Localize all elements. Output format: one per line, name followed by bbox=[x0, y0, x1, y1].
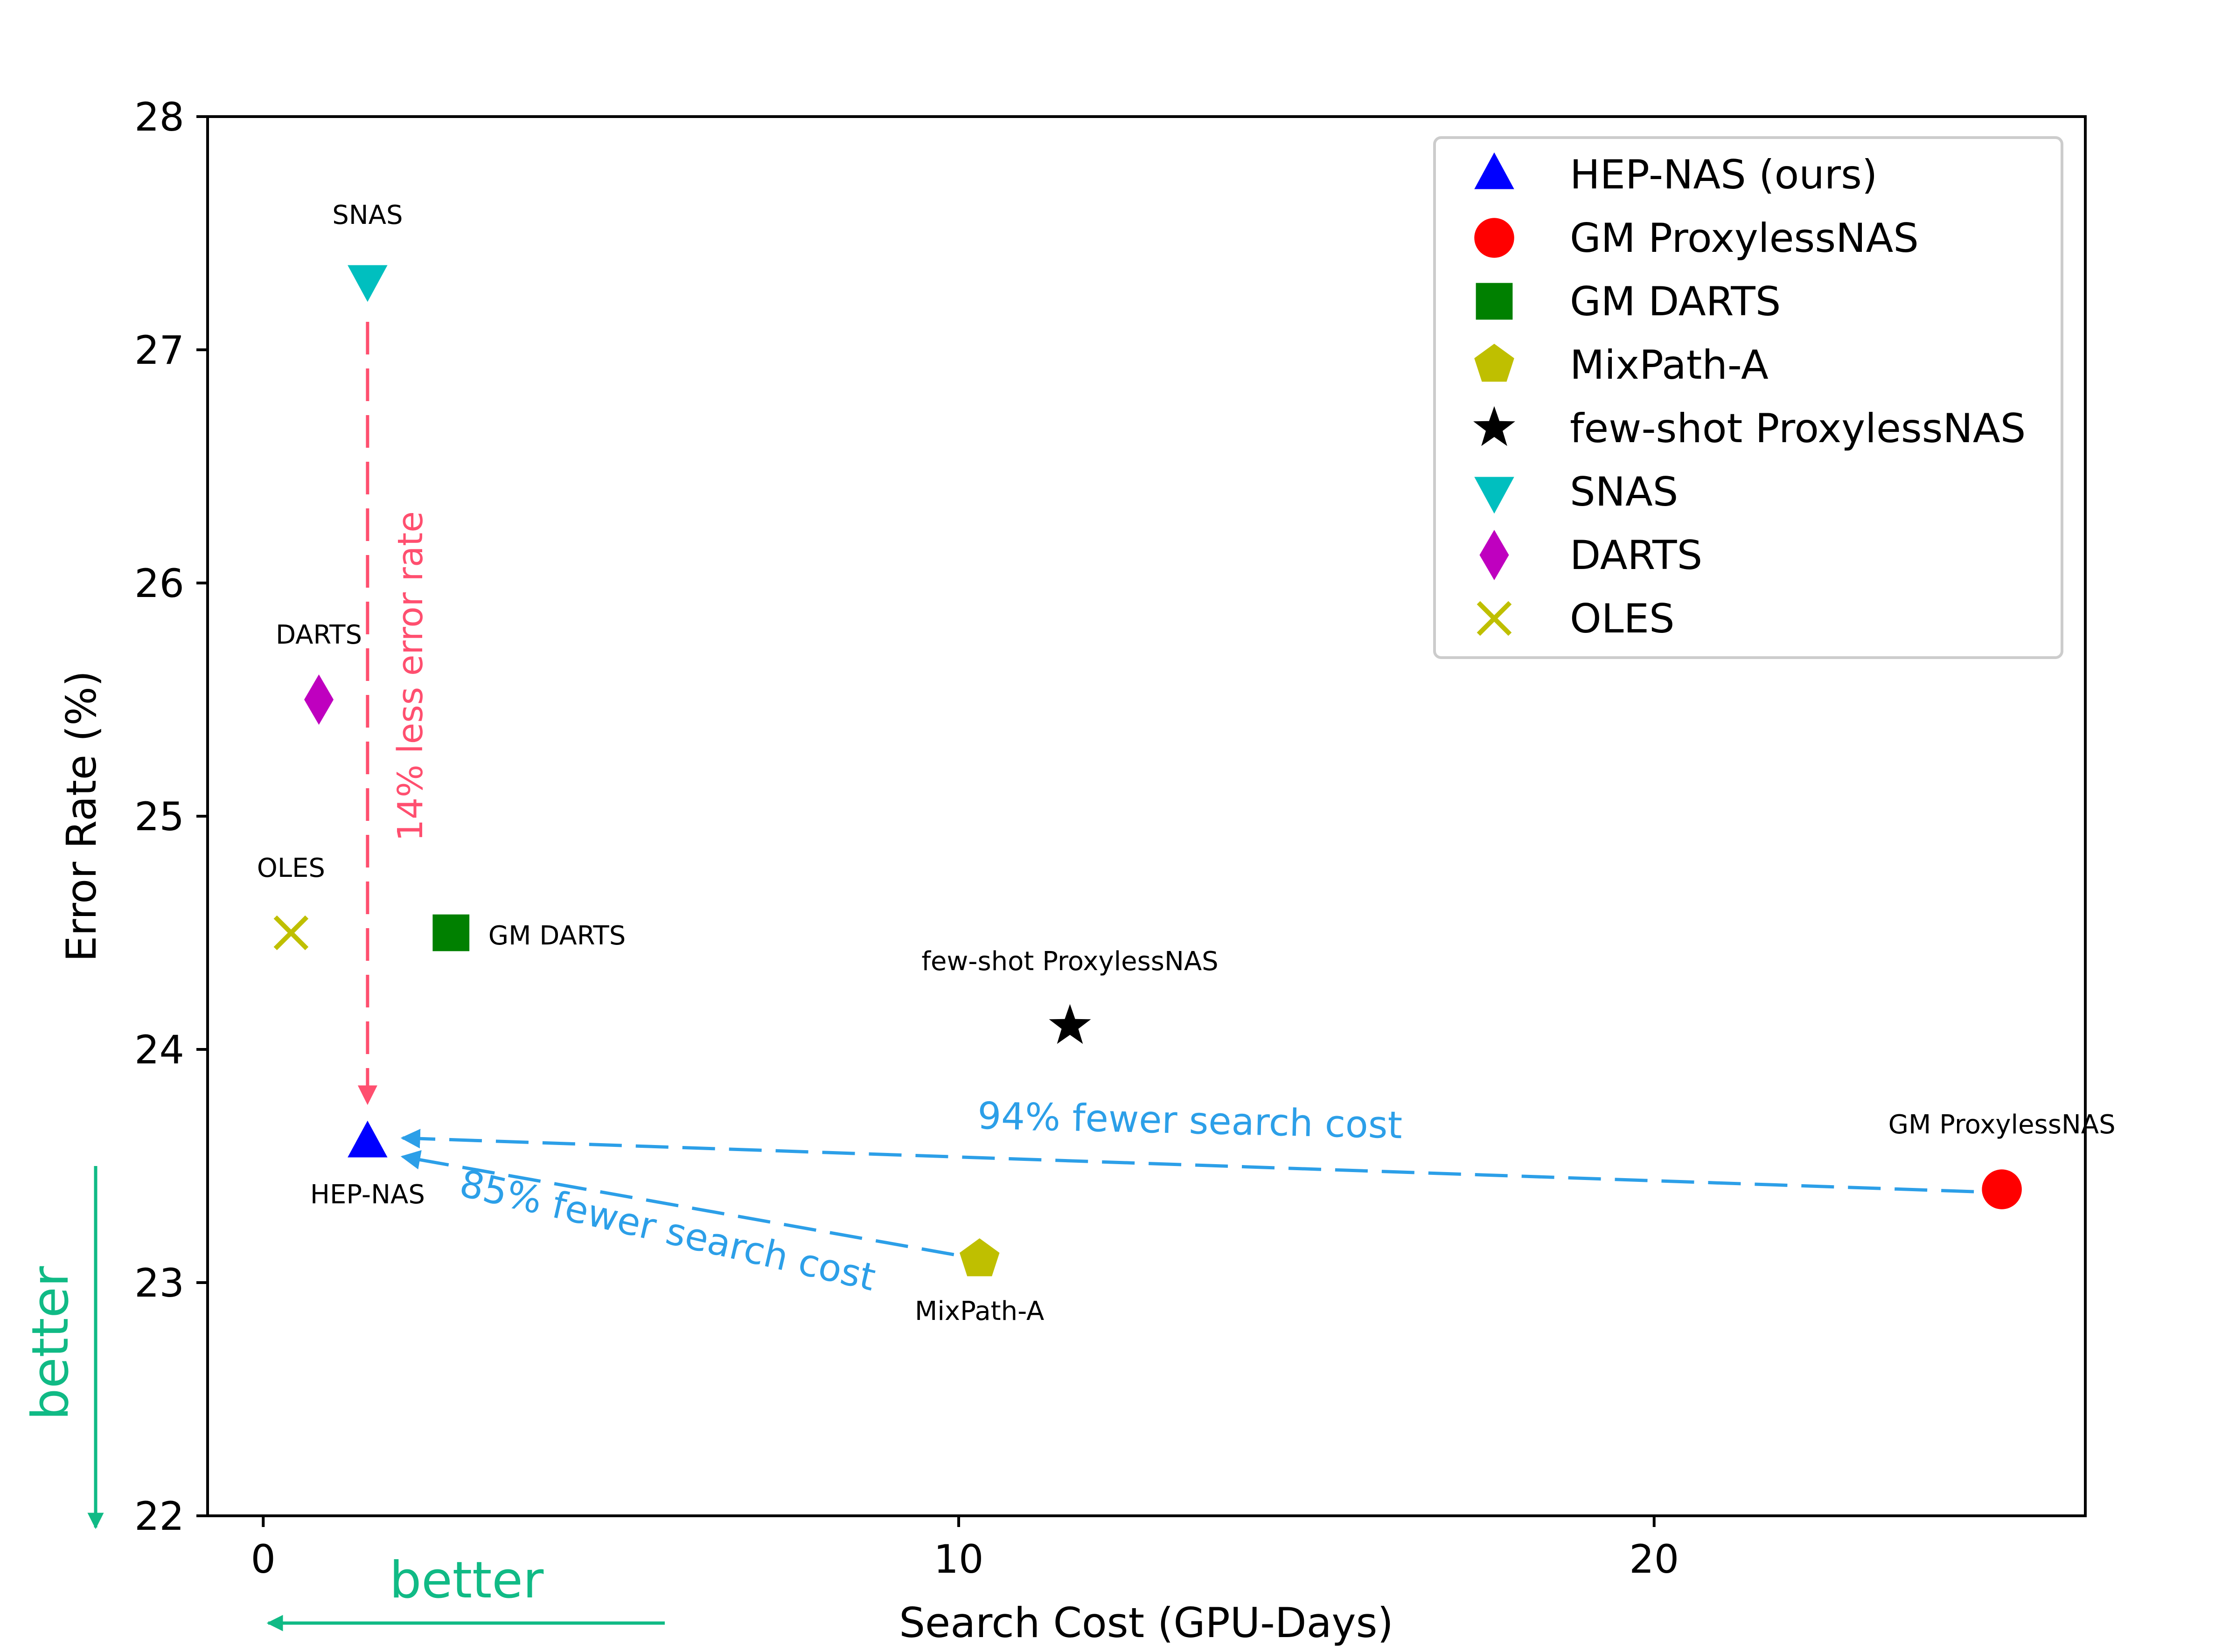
error-rate-annotation: 14% less error rate bbox=[390, 511, 431, 841]
legend-marker-darts bbox=[1479, 530, 1509, 580]
y-tick-label: 24 bbox=[134, 1027, 184, 1073]
legend-labels: HEP-NAS (ours) GM ProxylessNAS GM DARTS Mix… bbox=[1570, 152, 2026, 642]
legend-marker-few-shot-proxylessnas bbox=[1473, 406, 1515, 446]
point-label-gm-darts: GM DARTS bbox=[488, 921, 626, 951]
search-cost-annotation-94: 94% fewer search cost bbox=[977, 1094, 1403, 1147]
point-oles bbox=[273, 915, 309, 951]
x-axis-label: Search Cost (GPU-Days) bbox=[899, 1599, 1393, 1647]
legend: HEP-NAS (ours) GM ProxylessNAS GM DARTS Mix… bbox=[1433, 136, 2063, 659]
legend-frame bbox=[1433, 136, 2063, 659]
legend-label-few-shot-proxylessnas: few-shot ProxylessNAS bbox=[1570, 405, 2026, 452]
point-label-few-shot-proxylessnas: few-shot ProxylessNAS bbox=[921, 946, 1218, 977]
y-tick-label: 26 bbox=[134, 561, 184, 606]
x-axis-ticks: 0 10 20 bbox=[251, 1516, 1679, 1582]
y-axis-ticks: 22 23 24 25 26 27 28 bbox=[134, 94, 208, 1539]
legend-label-mixpath-a: MixPath-A bbox=[1570, 342, 1769, 389]
legend-marker-gm-darts bbox=[1476, 283, 1513, 320]
legend-marker-gm-proxylessnas bbox=[1474, 218, 1514, 258]
legend-markers bbox=[1473, 152, 1515, 636]
x-tick-label: 10 bbox=[934, 1536, 984, 1582]
x-tick-label: 0 bbox=[251, 1536, 276, 1582]
point-darts bbox=[304, 674, 334, 725]
legend-label-gm-proxylessnas: GM ProxylessNAS bbox=[1570, 215, 1919, 262]
legend-label-oles: OLES bbox=[1570, 596, 1675, 642]
point-hep-nas bbox=[348, 1120, 388, 1158]
x-tick-label: 20 bbox=[1629, 1536, 1679, 1582]
point-gm-proxylessnas bbox=[1982, 1169, 2022, 1209]
point-label-mixpath-a: MixPath-A bbox=[915, 1296, 1044, 1326]
point-label-snas: SNAS bbox=[332, 200, 403, 230]
y-tick-label: 23 bbox=[134, 1260, 184, 1306]
legend-label-hep-nas: HEP-NAS (ours) bbox=[1570, 152, 1878, 198]
legend-label-darts: DARTS bbox=[1570, 532, 1702, 579]
data-point-labels: HEP-NAS GM ProxylessNAS GM DARTS MixPath-A f… bbox=[257, 200, 2116, 1326]
search-cost-arrow-mixpath bbox=[400, 1150, 954, 1256]
legend-marker-snas bbox=[1474, 477, 1514, 514]
y-tick-label: 28 bbox=[134, 94, 184, 140]
y-tick-label: 22 bbox=[134, 1493, 184, 1539]
data-points-layer bbox=[273, 265, 2022, 1277]
point-label-gm-proxylessnas: GM ProxylessNAS bbox=[1888, 1110, 2116, 1140]
y-tick-label: 27 bbox=[134, 327, 184, 373]
point-few-shot-proxylessnas bbox=[1049, 1004, 1091, 1044]
point-snas bbox=[348, 265, 388, 302]
y-axis-label: Error Rate (%) bbox=[57, 671, 105, 962]
legend-marker-oles bbox=[1477, 601, 1512, 636]
legend-label-snas: SNAS bbox=[1570, 469, 1678, 515]
point-label-hep-nas: HEP-NAS bbox=[310, 1180, 425, 1210]
point-label-oles: OLES bbox=[257, 853, 325, 883]
legend-marker-mixpath-a bbox=[1474, 344, 1514, 382]
y-tick-label: 25 bbox=[134, 794, 184, 840]
legend-marker-hep-nas bbox=[1474, 152, 1514, 189]
search-cost-arrow-gm-proxyless bbox=[400, 1129, 1974, 1194]
better-label-vertical: better bbox=[21, 1266, 80, 1420]
point-mixpath-a bbox=[959, 1238, 1000, 1277]
point-label-darts: DARTS bbox=[276, 620, 362, 650]
better-label-horizontal: better bbox=[390, 1551, 544, 1610]
legend-label-gm-darts: GM DARTS bbox=[1570, 278, 1781, 325]
point-gm-darts bbox=[432, 914, 470, 951]
